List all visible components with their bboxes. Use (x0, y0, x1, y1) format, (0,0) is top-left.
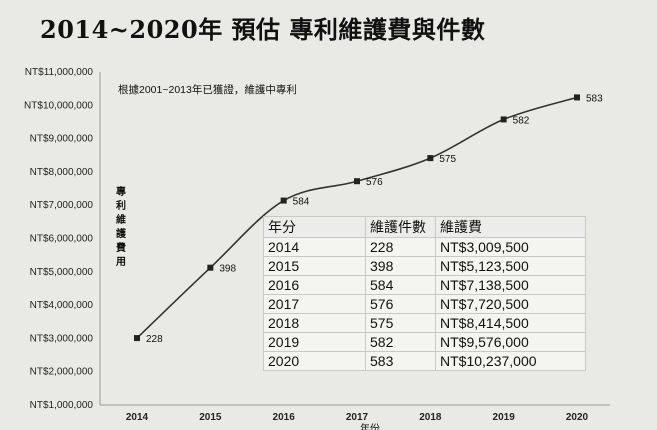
x-tick-label: 2017 (346, 412, 369, 423)
data-point (500, 116, 507, 123)
x-tick-label: 2015 (199, 412, 222, 423)
chart-axes (99, 72, 610, 406)
y-tick-label: NT$2,000,000 (30, 367, 94, 378)
table-cell-fee: NT$8,414,500 (435, 313, 586, 333)
y-tick-label: NT$1,000,000 (30, 400, 94, 411)
series-points (134, 94, 580, 342)
data-point (134, 335, 140, 342)
data-point (280, 197, 287, 204)
y-axis-label-char: 用 (115, 256, 126, 268)
table-cell-year: 2016 (263, 275, 366, 295)
table-row: 2018 575 NT$8,414,500 (263, 313, 586, 333)
y-axis-ticks: NT$1,000,000 NT$2,000,000 NT$3,000,000 NT$4… (24, 67, 93, 411)
table-cell-year: 2015 (263, 256, 366, 276)
table-cell-year: 2019 (263, 332, 366, 352)
y-axis-label-char: 費 (116, 241, 126, 254)
point-label: 575 (439, 154, 456, 165)
table-cell-fee: NT$9,576,000 (435, 332, 586, 352)
x-tick-label: 2016 (273, 412, 296, 423)
table-cell-count: 582 (365, 332, 436, 352)
table-cell-count: 576 (365, 294, 436, 314)
x-tick-label: 2018 (419, 412, 442, 423)
y-tick-label: NT$5,000,000 (30, 267, 94, 278)
table-header-fee: 維護費 (435, 216, 586, 238)
x-tick-label: 2019 (493, 412, 516, 423)
data-point (427, 155, 434, 162)
table-row: 2016 584 NT$7,138,500 (263, 275, 586, 295)
point-label: 582 (513, 115, 530, 126)
table-cell-fee: NT$7,138,500 (435, 275, 586, 295)
y-tick-label: NT$6,000,000 (30, 234, 94, 245)
table-cell-fee: NT$7,720,500 (435, 294, 586, 314)
point-label: 583 (586, 93, 603, 104)
table-row: 2019 582 NT$9,576,000 (263, 332, 586, 352)
point-label: 398 (219, 264, 236, 275)
y-tick-label: NT$10,000,000 (24, 100, 93, 111)
table-cell-count: 584 (365, 275, 436, 295)
table-cell-year: 2017 (263, 294, 366, 314)
table-row: 2017 576 NT$7,720,500 (263, 294, 586, 314)
data-point (354, 178, 360, 185)
y-axis-label-char: 護 (116, 227, 127, 240)
data-point (207, 264, 214, 271)
y-tick-label: NT$3,000,000 (30, 333, 94, 344)
x-axis-ticks: 2014 2015 2016 2017 2018 2019 2020 (126, 412, 589, 423)
table-cell-count: 228 (365, 237, 436, 257)
table-row: 2015 398 NT$5,123,500 (263, 256, 586, 276)
y-tick-label: NT$11,000,000 (25, 67, 94, 78)
x-tick-label: 2020 (566, 412, 589, 423)
table-row: 2020 583 NT$10,237,000 (263, 351, 586, 371)
table-cell-year: 2020 (263, 351, 366, 371)
chart-annotation: 根據2001~2013年已獲證，維護中專利 (118, 83, 297, 96)
y-tick-label: NT$9,000,000 (30, 134, 94, 145)
page-title: 2014~2020年 預估 專利維護費與件數 (40, 15, 486, 44)
data-table: 年分 維護件數 維護費 2014 228 NT$3,009,500 2015 398 NT… (263, 216, 586, 371)
y-tick-label: NT$4,000,000 (30, 300, 94, 311)
y-axis-label-char: 專 (116, 185, 126, 198)
table-cell-year: 2014 (263, 237, 366, 257)
point-label: 584 (293, 197, 310, 208)
table-header-row: 年分 維護件數 維護費 (263, 216, 586, 238)
table-row: 2014 228 NT$3,009,500 (263, 237, 586, 257)
data-point (574, 94, 580, 101)
table-cell-count: 398 (365, 256, 436, 276)
point-label: 228 (146, 334, 163, 345)
table-cell-year: 2018 (263, 313, 366, 333)
y-axis-label-char: 利 (116, 199, 126, 212)
y-tick-label: NT$7,000,000 (30, 200, 94, 211)
table-cell-count: 575 (365, 313, 436, 333)
table-header-year: 年分 (263, 216, 366, 238)
table-header-count: 維護件數 (365, 216, 436, 238)
table-cell-count: 583 (365, 351, 436, 371)
point-label: 576 (366, 177, 383, 188)
x-axis-label: 年份 (360, 422, 380, 430)
table-cell-fee: NT$5,123,500 (435, 256, 586, 276)
x-tick-label: 2014 (126, 412, 149, 423)
y-axis-label-char: 維 (116, 213, 126, 226)
table-cell-fee: NT$10,237,000 (435, 351, 586, 371)
table-cell-fee: NT$3,009,500 (435, 237, 586, 257)
y-tick-label: NT$8,000,000 (30, 167, 94, 178)
